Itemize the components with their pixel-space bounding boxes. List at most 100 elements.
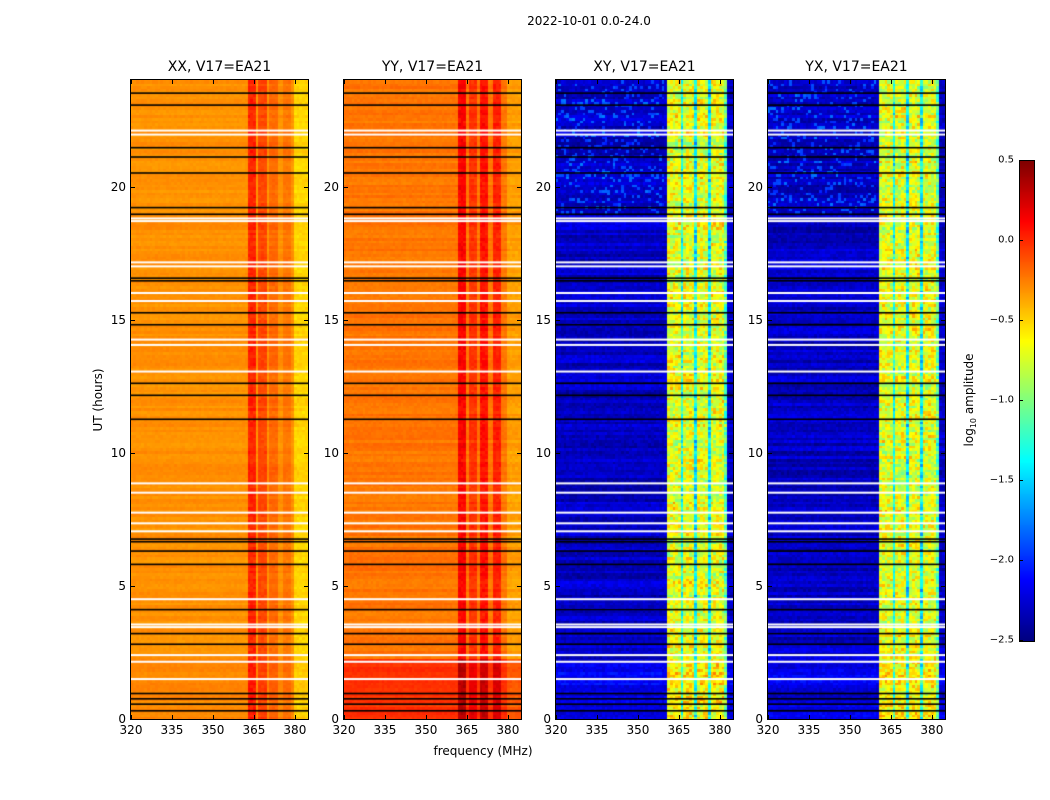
x-tick-mark [556,715,557,719]
heatmap-panel [130,79,309,720]
y-tick-mark [556,452,560,454]
x-tick-mark [466,80,468,84]
x-tick-label: 350 [626,723,650,737]
colorbar-label: log10 amplitude [962,354,978,447]
y-tick-mark [517,585,521,587]
x-tick-mark [719,80,721,84]
y-tick-mark [729,452,733,454]
y-tick-mark [517,186,521,188]
y-tick-label: 15 [323,312,339,327]
x-tick-mark [849,80,851,84]
x-tick-label: 365 [667,723,691,737]
x-tick-mark [931,715,933,719]
x-tick-label: 350 [838,723,862,737]
colorbar-label-log: log [961,428,976,447]
y-tick-mark [729,585,733,587]
y-tick-label: 15 [747,312,763,327]
y-tick-mark [556,319,560,321]
heatmap-panel [343,79,522,720]
x-tick-mark [808,715,810,719]
x-tick-label: 380 [920,723,944,737]
colorbar-tick-label: −2.5 [989,634,1014,646]
panel-title: YX, V17=EA21 [805,59,908,75]
x-tick-mark [253,715,255,719]
y-tick-mark [131,719,135,720]
y-tick-mark [768,585,772,587]
heatmap-cells [131,80,308,719]
x-tick-mark [384,80,386,84]
x-tick-mark [768,715,769,719]
y-tick-mark [131,319,135,321]
x-tick-mark [507,715,509,719]
y-tick-mark [344,186,348,188]
x-tick-mark [212,715,214,719]
x-tick-label: 365 [879,723,903,737]
x-tick-mark [425,715,427,719]
y-tick-mark [517,719,521,720]
x-tick-mark [425,80,427,84]
y-tick-mark [517,319,521,321]
x-tick-mark [212,80,214,84]
x-tick-mark [294,80,296,84]
y-tick-mark [768,319,772,321]
colorbar-tick-label: −2.0 [989,554,1014,566]
y-tick-mark [941,719,945,720]
x-tick-label: 335 [585,723,609,737]
x-tick-label: 350 [414,723,438,737]
y-tick-mark [344,585,348,587]
x-tick-mark [171,715,173,719]
x-tick-mark [131,80,132,84]
x-tick-mark [890,715,892,719]
x-tick-mark [808,80,810,84]
x-tick-label: 380 [283,723,307,737]
y-tick-label: 0 [331,712,339,726]
heatmap-cells [344,80,521,719]
colorbar-tick-label: −1.5 [989,474,1014,486]
colorbar-tick-mark [1019,240,1023,241]
y-tick-mark [344,719,348,720]
y-tick-mark [768,452,772,454]
figure-title: 2022-10-01 0.0-24.0 [527,14,651,28]
x-tick-mark [466,715,468,719]
colorbar-tick-mark [1019,160,1023,161]
x-tick-label: 320 [756,723,780,737]
heatmap-cells [556,80,733,719]
colorbar-tick-mark [1019,640,1023,641]
x-tick-mark [931,80,933,84]
x-tick-label: 380 [708,723,732,737]
y-tick-label: 10 [323,445,339,460]
colorbar-tick-mark [1019,320,1023,321]
x-tick-label: 350 [201,723,225,737]
y-tick-mark [131,452,135,454]
x-tick-mark [344,715,345,719]
colorbar-tick-label: 0.0 [998,234,1014,246]
x-tick-mark [294,715,296,719]
y-tick-label: 20 [535,179,551,194]
x-tick-label: 380 [496,723,520,737]
x-tick-mark [637,80,639,84]
x-tick-label: 365 [242,723,266,737]
y-tick-label: 0 [543,712,551,726]
x-tick-mark [556,80,557,84]
x-tick-label: 320 [332,723,356,737]
y-tick-mark [941,186,945,188]
y-tick-mark [729,719,733,720]
x-tick-mark [131,715,132,719]
panel-title: XY, V17=EA21 [593,59,696,75]
colorbar-tick-label: 0.5 [998,154,1014,166]
y-tick-label: 5 [755,578,763,593]
x-tick-label: 320 [544,723,568,737]
colorbar-gradient [1020,161,1034,641]
y-tick-mark [729,186,733,188]
colorbar-tick-mark [1019,560,1023,561]
y-tick-mark [729,319,733,321]
x-tick-label: 335 [160,723,184,737]
y-tick-mark [131,585,135,587]
x-tick-mark [507,80,509,84]
colorbar-label-amplitude: amplitude [961,353,976,418]
x-axis-label: frequency (MHz) [433,744,533,758]
x-tick-label: 365 [455,723,479,737]
y-tick-mark [131,186,135,188]
y-tick-mark [517,452,521,454]
x-tick-label: 320 [119,723,143,737]
